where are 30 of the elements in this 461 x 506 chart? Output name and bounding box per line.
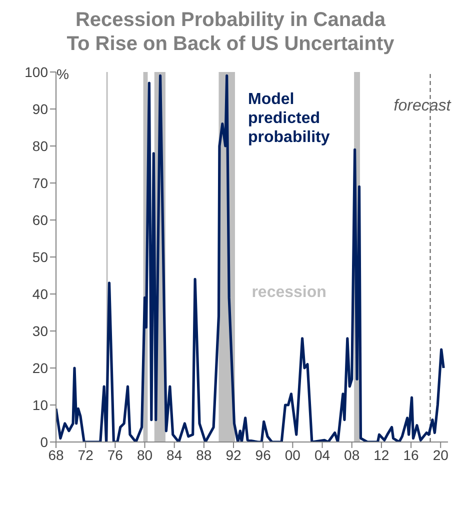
x-tick-label: 88 [196, 446, 212, 463]
x-tick-label: 92 [226, 446, 242, 463]
y-tick-label: 60 [32, 212, 48, 228]
y-tick-label: 90 [32, 100, 48, 117]
y-tick-label: 20 [32, 360, 48, 376]
y-tick-label: 30 [32, 322, 48, 339]
series-label: Model predicted probability [248, 90, 331, 147]
band-label: recession [252, 284, 326, 301]
x-tick-label: 80 [136, 446, 153, 463]
y-axis-title: % [56, 66, 69, 82]
y-tick-label: 50 [32, 248, 48, 265]
x-tick-label: 96 [255, 446, 272, 463]
x-tick-label: 68 [48, 446, 64, 463]
y-tick-label: 80 [32, 138, 48, 154]
y-tick-label: 100 [24, 64, 48, 80]
x-tick-label: 12 [374, 446, 390, 463]
x-tick-label: 76 [107, 446, 124, 463]
x-tick-label: 72 [78, 446, 94, 463]
chart-title: Recession Probability in Canada To Rise on Back of US Uncertainty [66, 8, 396, 56]
x-tick-label: 20 [432, 446, 449, 463]
x-tick-label: 00 [284, 446, 301, 463]
y-tick-label: 70 [32, 174, 48, 191]
x-tick-label: 16 [403, 446, 420, 463]
x-tick-label: 08 [344, 446, 360, 463]
x-tick-label: 04 [314, 446, 330, 463]
y-tick-label: 40 [32, 286, 48, 302]
ref-line-label: forecast [394, 97, 452, 114]
x-tick-label: 84 [166, 446, 182, 463]
y-tick-label: 10 [32, 396, 48, 413]
y-tick-label: 0 [40, 434, 48, 450]
